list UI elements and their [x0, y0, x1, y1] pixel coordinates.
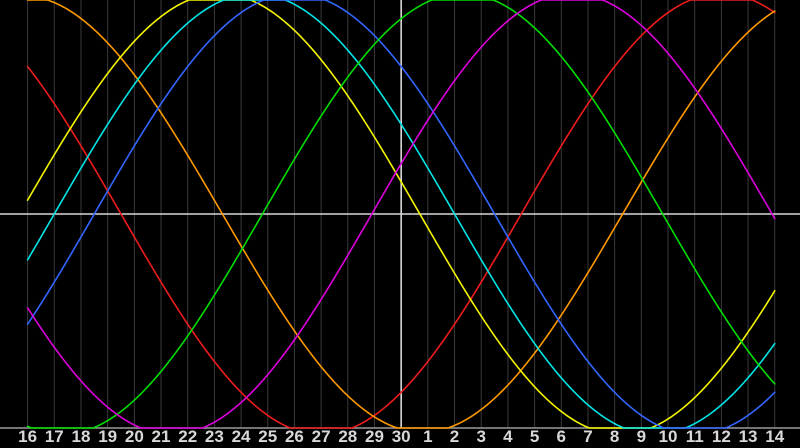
svg-text:9: 9 [637, 427, 646, 446]
svg-text:2: 2 [450, 427, 459, 446]
svg-text:11: 11 [686, 427, 704, 446]
svg-text:3: 3 [476, 427, 485, 446]
svg-text:7: 7 [583, 427, 592, 446]
svg-text:14: 14 [765, 427, 784, 446]
svg-text:13: 13 [739, 427, 758, 446]
svg-text:28: 28 [338, 427, 357, 446]
svg-text:5: 5 [530, 427, 539, 446]
svg-text:12: 12 [712, 427, 731, 446]
svg-text:20: 20 [125, 427, 144, 446]
svg-text:18: 18 [72, 427, 91, 446]
svg-text:21: 21 [152, 427, 171, 446]
svg-text:6: 6 [557, 427, 566, 446]
svg-text:24: 24 [232, 427, 251, 446]
svg-text:26: 26 [285, 427, 304, 446]
svg-text:25: 25 [258, 427, 277, 446]
svg-text:4: 4 [503, 427, 513, 446]
svg-text:27: 27 [312, 427, 331, 446]
svg-text:16: 16 [18, 427, 37, 446]
svg-text:30: 30 [392, 427, 411, 446]
svg-text:29: 29 [365, 427, 384, 446]
svg-text:8: 8 [610, 427, 619, 446]
svg-text:23: 23 [205, 427, 224, 446]
svg-text:22: 22 [178, 427, 197, 446]
svg-text:19: 19 [98, 427, 117, 446]
svg-text:10: 10 [659, 427, 678, 446]
svg-text:1: 1 [423, 427, 432, 446]
svg-text:17: 17 [45, 427, 64, 446]
